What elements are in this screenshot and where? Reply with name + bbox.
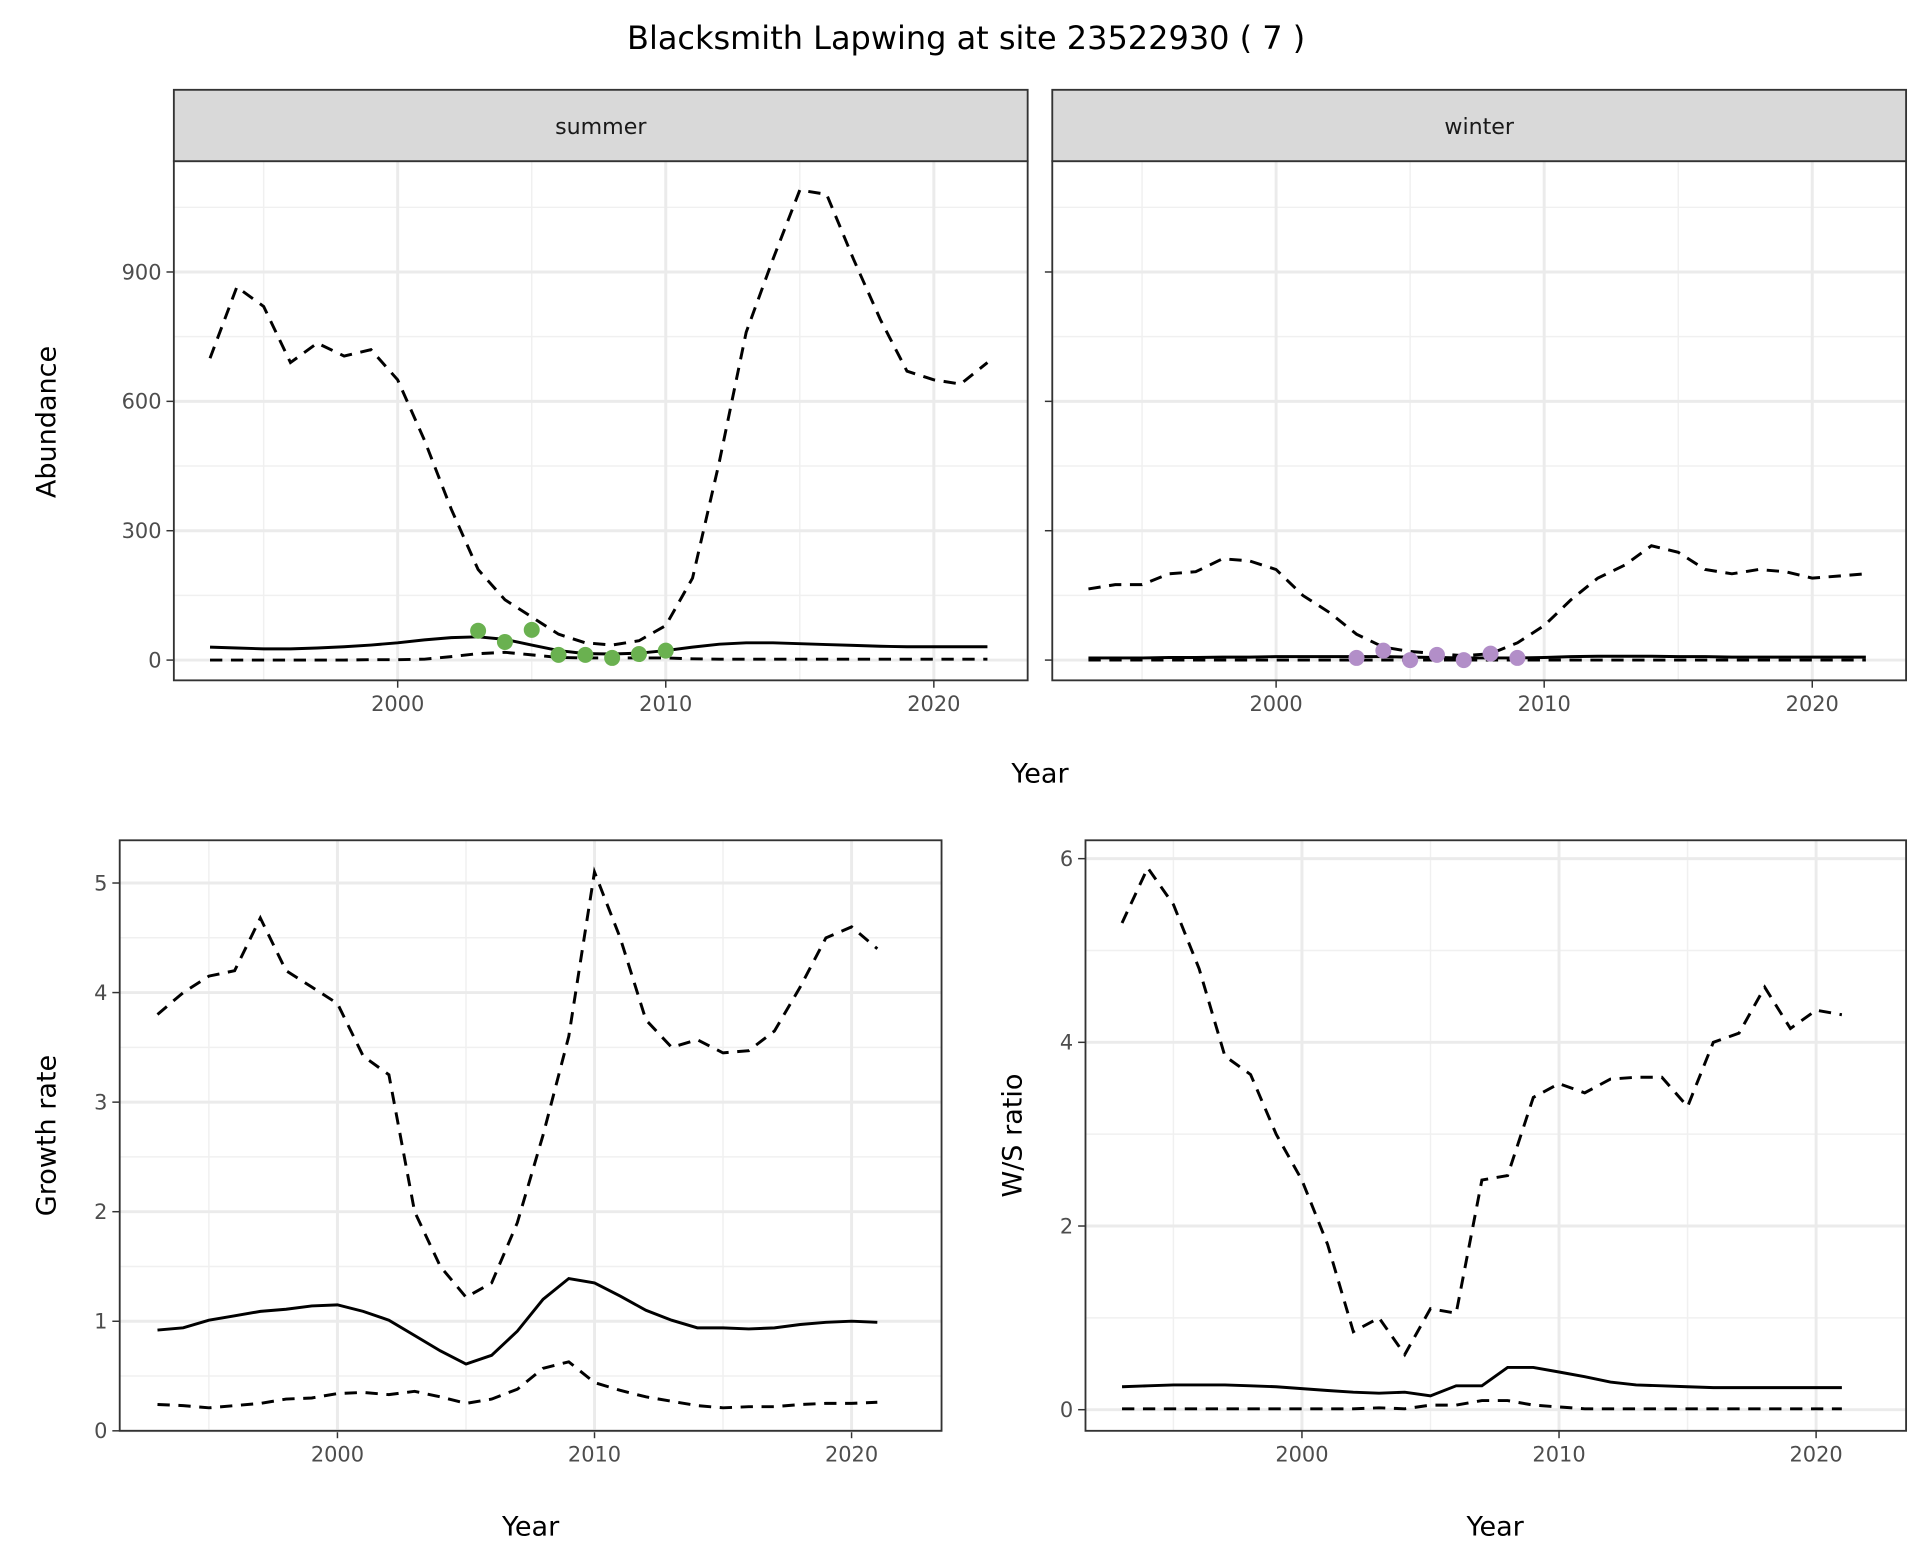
observed-point	[1509, 649, 1526, 666]
y-axis-title: W/S ratio	[998, 1074, 1029, 1198]
facet-strip-label: winter	[1444, 114, 1515, 140]
observed-point	[577, 646, 594, 663]
panel-ratio: 2000 2010 2020 0 2 4 6 Year W/S ratio	[998, 839, 1908, 1542]
observed-point	[470, 622, 487, 639]
x-axis-title: Year	[1010, 758, 1069, 789]
y-tick-label: 3	[94, 1091, 107, 1115]
y-tick-label: 6	[1060, 847, 1073, 871]
observed-point	[1348, 649, 1365, 666]
plot-background	[173, 161, 1028, 681]
y-tick-label: 0	[1060, 1398, 1073, 1422]
lower-bound-line	[1122, 1399, 1842, 1411]
facet-strip-label: summer	[555, 114, 647, 140]
x-axis-title: Year	[501, 1511, 560, 1542]
y-tick-label: 0	[94, 1419, 107, 1443]
upper-bound-line	[1088, 544, 1866, 658]
observed-point	[630, 646, 647, 663]
x-tick-label: 2020	[907, 692, 960, 716]
y-tick-label: 600	[122, 390, 162, 414]
mean-line	[1088, 654, 1866, 660]
x-tick-label: 2020	[825, 1443, 878, 1467]
observed-point	[657, 642, 674, 659]
upper-bound-line	[1120, 864, 1843, 1358]
x-tick-label: 2010	[1518, 692, 1571, 716]
panel-summer: 2000 2010 2020 0 300 600 900 summer	[122, 88, 1029, 716]
y-axis-title: Abundance	[32, 346, 63, 498]
y-tick-label: 300	[122, 519, 162, 543]
observed-point	[1402, 652, 1419, 669]
x-tick-label: 2010	[1532, 1443, 1585, 1467]
observed-point	[523, 621, 540, 638]
panel-growth: 2000 2010 2020 0 1 2 3 4 5 Year Growth rate	[32, 839, 943, 1542]
observed-point	[1455, 652, 1472, 669]
panel-border	[1084, 839, 1908, 1432]
x-tick-label: 2010	[639, 692, 692, 716]
observed-point	[496, 633, 513, 650]
observed-point	[1428, 646, 1445, 663]
mean-line	[1121, 1365, 1842, 1398]
mean-line	[209, 635, 988, 656]
x-tick-label: 2000	[371, 692, 424, 716]
chart-title: Blacksmith Lapwing at site 23522930 ( 7 …	[627, 19, 1305, 57]
observed-point	[1375, 642, 1392, 659]
y-axis-title: Growth rate	[32, 1055, 63, 1216]
lower-bound-line	[157, 1360, 878, 1410]
y-tick-label: 900	[122, 260, 162, 284]
panel-winter: 2000 2010 2020 winter	[1044, 88, 1908, 716]
lower-bound-line	[210, 650, 988, 662]
y-tick-label: 5	[94, 871, 107, 895]
y-tick-label: 2	[1060, 1214, 1073, 1238]
observed-point	[1482, 645, 1499, 662]
x-tick-label: 2020	[1786, 692, 1839, 716]
x-axis-title: Year	[1466, 1511, 1525, 1542]
observed-point	[604, 649, 621, 666]
mean-line	[157, 1276, 878, 1366]
plot-background	[119, 840, 942, 1431]
y-tick-label: 4	[1060, 1031, 1073, 1055]
x-tick-label: 2000	[1275, 1443, 1328, 1467]
plot-background	[1085, 840, 1907, 1431]
plot-background	[1052, 161, 1907, 681]
observed-point	[550, 646, 567, 663]
y-tick-label: 0	[148, 648, 161, 672]
y-tick-label: 2	[94, 1200, 107, 1224]
panel-border	[118, 839, 943, 1432]
facet-strip	[172, 88, 1029, 163]
x-tick-label: 2000	[1250, 692, 1303, 716]
x-tick-label: 2020	[1790, 1443, 1843, 1467]
x-tick-label: 2010	[568, 1443, 621, 1467]
facet-strip	[1051, 88, 1908, 163]
upper-bound-line	[156, 866, 879, 1300]
upper-bound-line	[208, 188, 989, 647]
y-tick-label: 1	[94, 1310, 107, 1334]
x-tick-label: 2000	[311, 1443, 364, 1467]
y-tick-label: 4	[94, 981, 107, 1005]
